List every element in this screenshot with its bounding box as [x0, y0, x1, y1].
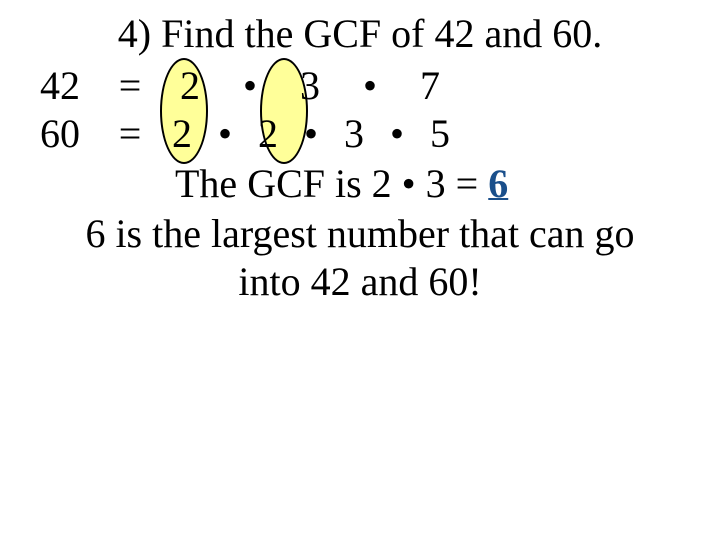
- factorization-row-42: 42 =: [40, 62, 150, 109]
- gcf-result-line: The GCF is 2 • 3 = 6: [175, 160, 508, 207]
- factor: 2: [165, 62, 215, 109]
- factor: 7: [405, 62, 455, 109]
- dot-icon: •: [381, 110, 413, 157]
- dot-icon: •: [345, 62, 395, 109]
- factorization-row-60: 60 =: [40, 110, 150, 157]
- slide: 4) Find the GCF of 42 and 60. 42 = 2 • 3…: [0, 0, 720, 540]
- explanation-line-1: 6 is the largest number that can go: [0, 210, 720, 257]
- gcf-answer: 6: [488, 161, 508, 206]
- dot-icon: •: [209, 110, 241, 157]
- factor: 2: [165, 110, 199, 157]
- equals-sign: =: [110, 110, 150, 157]
- equals-sign: =: [110, 62, 150, 109]
- gcf-prefix: The GCF is 2 • 3 =: [175, 161, 488, 206]
- factorization-factors-60: 2 • 2 • 3 • 5: [165, 110, 457, 157]
- factor: 5: [423, 110, 457, 157]
- factorization-factors-42: 2 • 3 • 7: [165, 62, 455, 109]
- problem-title: 4) Find the GCF of 42 and 60.: [0, 10, 720, 57]
- dot-icon: •: [295, 110, 327, 157]
- explanation-line-2: into 42 and 60!: [0, 258, 720, 305]
- dot-icon: •: [225, 62, 275, 109]
- factor: 3: [337, 110, 371, 157]
- row-number: 42: [40, 62, 100, 109]
- row-number: 60: [40, 110, 100, 157]
- factor: 3: [285, 62, 335, 109]
- factor: 2: [251, 110, 285, 157]
